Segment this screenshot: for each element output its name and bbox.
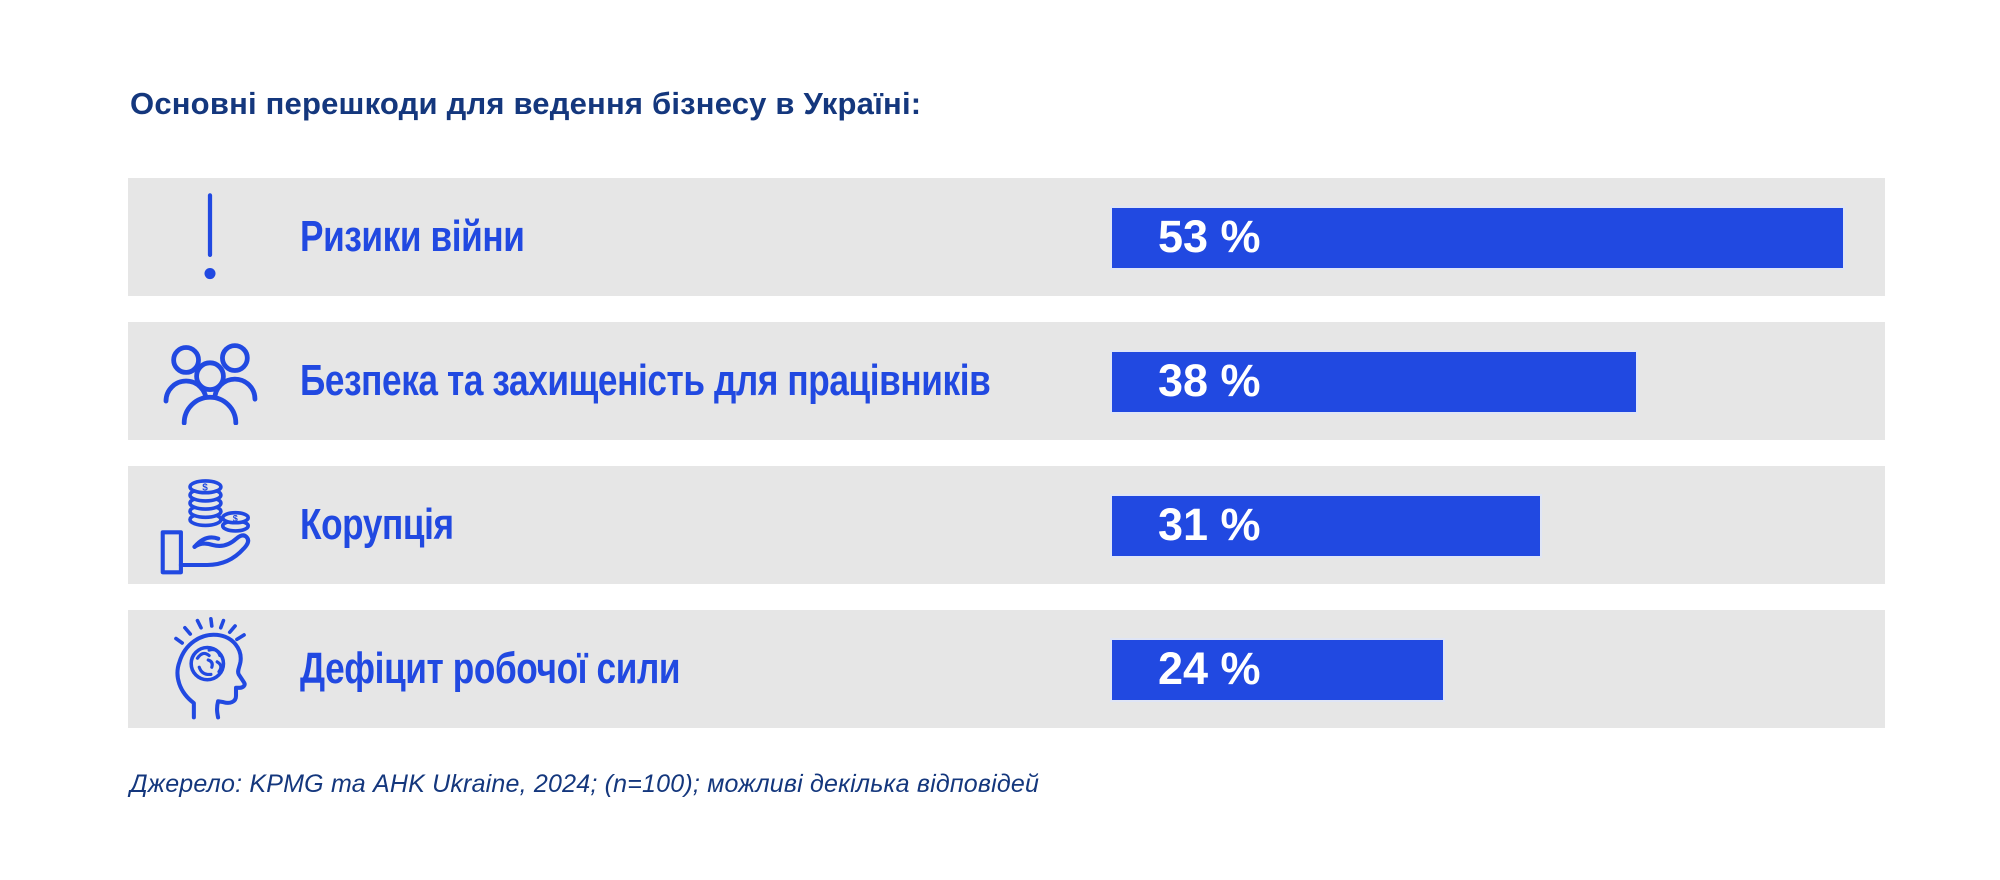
obstacle-row: Ризики війни 53 % [128, 178, 1885, 296]
obstacle-label: Корупція [300, 500, 454, 549]
obstacle-label: Безпека та захищеність для працівників [300, 356, 991, 405]
people-group-icon [163, 343, 258, 425]
value-bar: 53 % [1110, 206, 1845, 270]
obstacle-row: $ $ Корупція 31 % [128, 466, 1885, 584]
bar-value-label: 38 % [1158, 355, 1261, 406]
exclamation-icon [204, 193, 216, 280]
bar-value-label: 31 % [1158, 499, 1261, 550]
source-note: Джерело: KPMG та AHK Ukraine, 2024; (n=1… [130, 770, 1040, 798]
obstacles-list: Ризики війни 53 % Безпека та захищеність… [128, 178, 1885, 728]
value-bar: 24 % [1110, 638, 1445, 702]
svg-text:$: $ [233, 513, 238, 523]
obstacle-label: Ризики війни [300, 212, 525, 261]
hand-coins-icon: $ $ [160, 479, 251, 575]
value-bar: 38 % [1110, 350, 1638, 414]
obstacle-row: Дефіцит робочої сили 24 % [128, 610, 1885, 728]
page-title: Основні перешкоди для ведення бізнесу в … [130, 86, 922, 121]
bar-value-label: 24 % [1158, 643, 1261, 694]
svg-text:$: $ [202, 482, 208, 493]
value-bar: 31 % [1110, 494, 1542, 558]
head-brain-icon [174, 617, 247, 720]
hand-coins-icon-box: $ $ [150, 466, 270, 584]
exclamation-icon-box [150, 178, 270, 296]
bar-value-label: 53 % [1158, 211, 1261, 262]
head-brain-icon-box [150, 610, 270, 728]
obstacle-row: Безпека та захищеність для працівників 3… [128, 322, 1885, 440]
obstacle-label: Дефіцит робочої сили [300, 644, 681, 693]
people-group-icon-box [150, 322, 270, 440]
